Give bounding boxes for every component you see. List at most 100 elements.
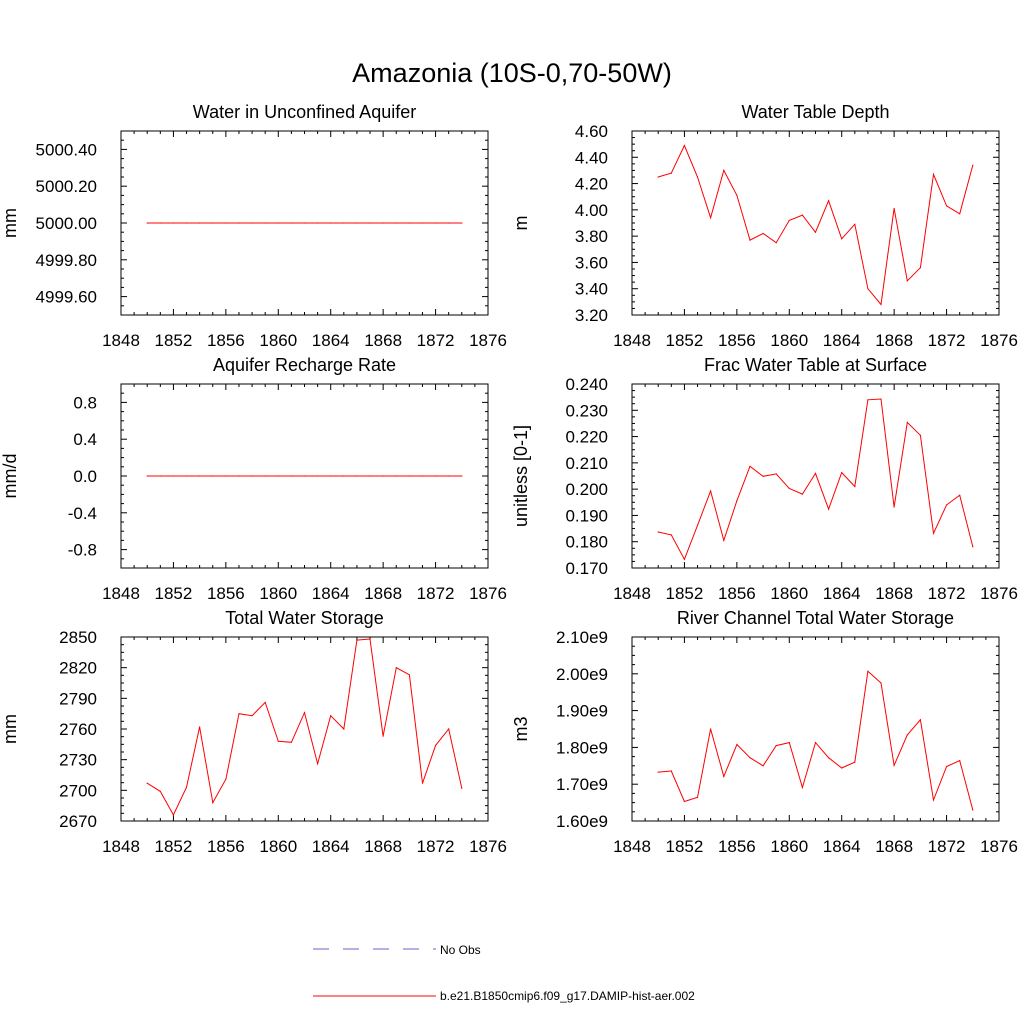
data-point: [356, 639, 358, 641]
x-tick-label: 1848: [102, 584, 140, 603]
data-point: [788, 219, 790, 221]
data-point: [814, 742, 817, 744]
data-point: [906, 734, 908, 736]
x-tick-label: 1872: [928, 584, 966, 603]
data-point: [146, 782, 148, 784]
data-point: [146, 475, 148, 477]
data-point: [317, 222, 319, 224]
x-tick-label: 1848: [613, 837, 651, 856]
data-point: [238, 222, 240, 224]
data-point: [421, 782, 424, 784]
data-point: [264, 222, 266, 224]
x-tick-label: 1872: [928, 331, 966, 350]
data-point: [435, 744, 437, 747]
legend-obs-label: No Obs: [440, 943, 481, 957]
x-tick-label: 1868: [364, 837, 402, 856]
data-point: [657, 176, 659, 178]
series-line: [146, 638, 463, 816]
x-tick-label: 1872: [417, 584, 455, 603]
y-tick-label: 5000.00: [36, 214, 97, 233]
y-tick-label: 0.210: [565, 454, 608, 473]
data-point: [172, 222, 174, 224]
x-tick-label: 1860: [259, 584, 297, 603]
x-tick-label: 1852: [155, 837, 193, 856]
y-tick-label: 1.60e9: [556, 812, 608, 831]
data-point: [146, 222, 148, 224]
data-point: [461, 787, 463, 789]
y-tick-label: 2700: [59, 781, 97, 800]
data-point: [159, 222, 161, 224]
y-tick-label: 0.240: [565, 375, 608, 394]
data-point: [723, 775, 725, 778]
data-point: [867, 399, 869, 401]
y-tick-label: 1.80e9: [556, 738, 608, 757]
x-tick-label: 1856: [718, 584, 756, 603]
plot-frame: [631, 130, 1000, 316]
data-point: [959, 760, 961, 762]
x-tick-label: 1856: [207, 837, 245, 856]
data-point: [932, 173, 935, 175]
y-axis-label: m: [511, 216, 531, 231]
data-point: [159, 790, 161, 793]
panel-title: Water in Unconfined Aquifer: [193, 102, 416, 122]
y-tick-label: 3.60: [575, 253, 608, 272]
x-tick-label: 1876: [469, 837, 507, 856]
data-point: [317, 475, 319, 477]
data-point: [972, 546, 974, 548]
y-tick-label: 0.180: [565, 533, 608, 552]
x-tick-label: 1852: [666, 837, 704, 856]
y-tick-label: 4999.80: [36, 251, 97, 270]
x-tick-label: 1860: [770, 331, 808, 350]
data-point: [946, 504, 948, 506]
data-point: [854, 223, 856, 225]
data-point: [854, 485, 856, 488]
data-point: [932, 799, 935, 801]
data-point: [448, 728, 450, 730]
x-tick-label: 1848: [613, 584, 651, 603]
data-point: [919, 267, 922, 269]
data-point: [356, 475, 358, 477]
x-tick-label: 1872: [417, 837, 455, 856]
data-point: [657, 771, 659, 773]
data-point: [736, 194, 738, 196]
data-point: [814, 231, 817, 233]
data-point: [867, 288, 869, 290]
data-point: [775, 745, 777, 747]
data-point: [199, 475, 201, 477]
data-point: [421, 475, 424, 477]
x-tick-label: 1852: [155, 584, 193, 603]
data-point: [670, 770, 672, 772]
chart-panel-1: Water in Unconfined Aquifer mm 1848 1852 185…: [0, 102, 507, 350]
data-point: [290, 741, 292, 743]
data-point: [683, 144, 686, 147]
y-tick-label: 2820: [59, 659, 97, 678]
data-point: [972, 164, 974, 166]
data-point: [369, 475, 371, 477]
data-point: [199, 222, 201, 224]
panels: Water in Unconfined Aquifer mm 1848 1852 185…: [0, 102, 1018, 856]
data-point: [290, 222, 292, 224]
panel-title: Aquifer Recharge Rate: [213, 355, 396, 375]
chart-panel-5: Total Water Storage mm 1848 1852 1856 1860 186…: [0, 608, 507, 856]
x-tick-label: 1864: [823, 837, 861, 856]
data-point: [932, 532, 935, 534]
data-point: [356, 222, 358, 224]
data-point: [435, 222, 437, 224]
data-point: [801, 786, 804, 789]
x-tick-label: 1868: [875, 331, 913, 350]
x-tick-label: 1868: [364, 331, 402, 350]
y-tick-label: 3.20: [575, 306, 608, 325]
y-tick-label: 4.40: [575, 148, 608, 167]
data-point: [893, 506, 895, 508]
x-tick-label: 1876: [980, 837, 1018, 856]
data-point: [880, 398, 882, 400]
data-point: [395, 667, 397, 669]
data-point: [670, 172, 672, 174]
data-point: [369, 638, 371, 640]
x-tick-label: 1852: [666, 584, 704, 603]
data-point: [841, 238, 843, 240]
data-point: [225, 475, 227, 477]
y-tick-label: 4.60: [575, 122, 608, 141]
y-axis-label: unitless [0-1]: [511, 425, 531, 527]
data-point: [212, 222, 214, 224]
